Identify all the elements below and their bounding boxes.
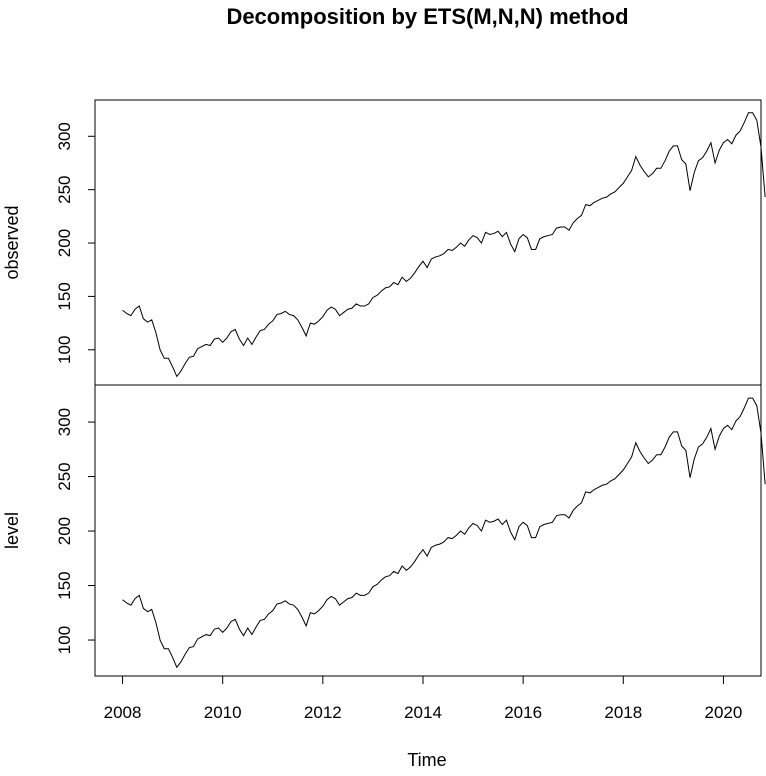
x-tick-label-2016: 2016 (504, 703, 542, 722)
x-tick-label-2012: 2012 (304, 703, 342, 722)
y-tick-label-level-100: 100 (55, 626, 74, 654)
series-line-level (122, 397, 766, 669)
x-tick-label-2008: 2008 (104, 703, 142, 722)
y-tick-label-observed-100: 100 (55, 336, 74, 364)
panel-frame-observed (94, 99, 762, 386)
y-axis-label-observed: observed (2, 205, 22, 279)
y-tick-label-level-300: 300 (55, 408, 74, 436)
panel-frame-level (94, 384, 762, 677)
y-tick-label-observed-250: 250 (55, 175, 74, 203)
series-line-observed (122, 112, 766, 378)
y-tick-label-level-150: 150 (55, 571, 74, 599)
y-tick-label-level-250: 250 (55, 462, 74, 490)
y-tick-label-observed-300: 300 (55, 122, 74, 150)
y-tick-label-level-200: 200 (55, 517, 74, 545)
y-tick-label-observed-200: 200 (55, 229, 74, 257)
y-axis-label-level: level (2, 512, 22, 549)
x-tick-label-2018: 2018 (604, 703, 642, 722)
chart-title: Decomposition by ETS(M,N,N) method (226, 4, 629, 29)
x-tick-label-2014: 2014 (404, 703, 442, 722)
y-tick-label-observed-150: 150 (55, 282, 74, 310)
x-axis-label: Time (407, 750, 446, 770)
x-tick-label-2020: 2020 (705, 703, 743, 722)
x-tick-label-2010: 2010 (204, 703, 242, 722)
